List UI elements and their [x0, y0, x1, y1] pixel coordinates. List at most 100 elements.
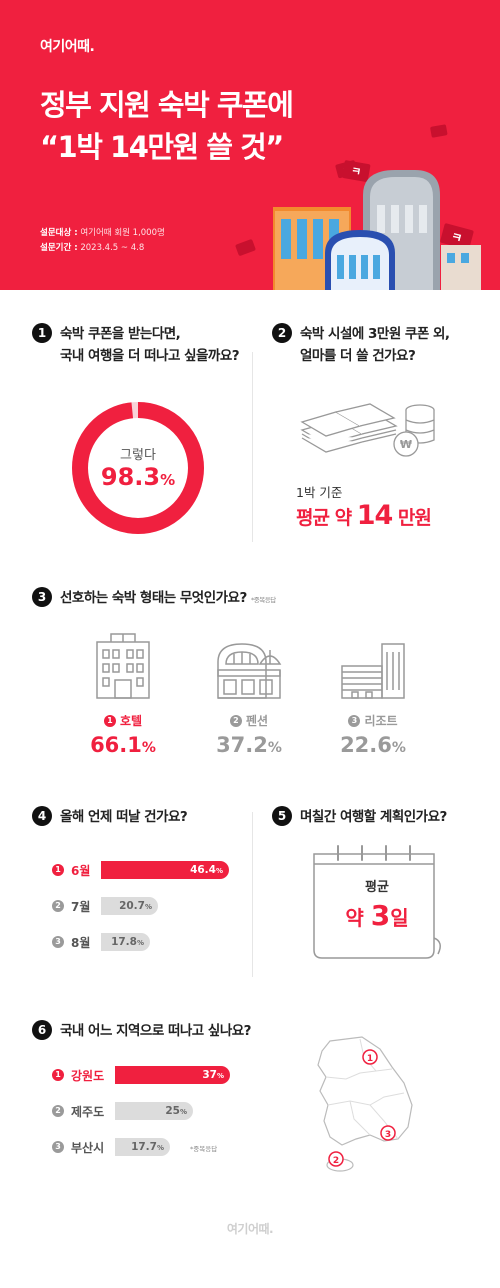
calendar-icon: [313, 845, 441, 959]
hotel-illustration-icon: ㅋ ㅋ ㅋ: [235, 124, 481, 290]
bar-value: 46.4%: [173, 861, 223, 880]
q5-header: 5 며칠간 여행할 계획인가요?: [272, 806, 447, 828]
q3-item-unit: %: [267, 740, 282, 756]
bar-row: 3 8월 17.8%: [52, 932, 229, 952]
rank-badge: 2: [229, 714, 242, 727]
hero-title: 정부 지원 숙박 쿠폰에 “1박 14만원 쓸 것”: [40, 84, 294, 168]
q6-note: *중복응답: [190, 1145, 218, 1153]
q3-item-unit: %: [141, 740, 156, 756]
bar-track: 25%: [115, 1102, 230, 1120]
svg-text:ㅋ: ㅋ: [449, 229, 463, 245]
bar-fill: [115, 1102, 193, 1120]
bar-label: 제주도: [71, 1104, 105, 1119]
bar-fill: [101, 861, 229, 879]
bar-value-number: 46.4: [190, 864, 216, 876]
pension-house-icon: [217, 643, 282, 699]
bar-fill: [115, 1066, 230, 1084]
q3-question: 선호하는 숙박 형태는 무엇인가요? *중복응답: [60, 587, 276, 611]
q1-number: 1: [32, 323, 52, 343]
divider: [252, 352, 253, 542]
q3-item-number: 66.1: [90, 733, 142, 757]
q3-item-resort: 3 리조트 22.6%: [318, 712, 428, 757]
bar-track: 17.8%: [101, 933, 229, 951]
q1-value-unit: %: [160, 471, 176, 489]
q5-unit: 일: [390, 906, 409, 930]
bar-value-unit: %: [144, 903, 152, 911]
q3-item-unit: %: [391, 740, 406, 756]
bar-value-unit: %: [179, 1108, 187, 1116]
q1-donut-chart: [72, 402, 204, 534]
q3-item-name: 리조트: [364, 714, 398, 728]
q2-average: 평균 약 14 만원: [296, 500, 432, 531]
bar-fill: [101, 933, 150, 951]
q1-value-number: 98.3: [100, 463, 161, 491]
bar-value-unit: %: [156, 1144, 164, 1152]
survey-period-label: 설문기간 :: [40, 243, 78, 253]
bar-track: 37%: [115, 1066, 230, 1084]
bar-row: 2 제주도 25%: [52, 1101, 230, 1121]
survey-target-label: 설문대상 :: [40, 228, 78, 238]
bar-value: 20.7%: [102, 897, 152, 916]
q3-note: *중복응답: [251, 596, 276, 604]
rank-badge: 2: [52, 1105, 64, 1117]
q3-item-label: 2 펜션: [194, 712, 304, 729]
bar-value: 17.8%: [94, 933, 144, 952]
svg-text:3: 3: [385, 1130, 391, 1140]
q2-number: 2: [272, 323, 292, 343]
korea-map-icon: 1 3 2: [317, 1036, 413, 1172]
q3-item-label: 1 호텔: [68, 712, 178, 729]
rank-badge: 1: [52, 1069, 64, 1081]
q3-item-label: 3 리조트: [318, 712, 428, 729]
bar-row: 1 6월 46.4%: [52, 860, 229, 880]
q5-question: 며칠간 여행할 계획인가요?: [300, 809, 447, 825]
rank-badge: 2: [52, 900, 64, 912]
q3-item-pension: 2 펜션 37.2%: [194, 712, 304, 757]
svg-text:1: 1: [367, 1054, 373, 1064]
bar-value: 17.7%: [114, 1138, 164, 1157]
hero-banner: 여기어때. 정부 지원 숙박 쿠폰에 “1박 14만원 쓸 것” 설문대상 : …: [0, 0, 500, 290]
brand-logo: 여기어때.: [40, 39, 95, 55]
bar-label: 8월: [71, 935, 91, 950]
q2-question-line2: 얼마를 더 쓸 건가요?: [300, 348, 416, 364]
q4-question: 올해 언제 떠날 건가요?: [60, 809, 188, 825]
bar-value: 37%: [174, 1066, 224, 1085]
q1-donut-fill: [72, 402, 204, 534]
divider: [252, 812, 253, 977]
bar-row: 1 강원도 37%: [52, 1065, 230, 1085]
q2-question: 숙박 시설에 3만원 쿠폰 외, 얼마를 더 쓸 건가요?: [300, 323, 450, 367]
q3-header: 3 선호하는 숙박 형태는 무엇인가요? *중복응답: [32, 587, 276, 611]
q3-item-name: 호텔: [119, 714, 143, 728]
q1-header: 1 숙박 쿠폰을 받는다면, 국내 여행을 더 떠나고 싶을까요?: [32, 323, 240, 367]
bar-label: 부산시: [71, 1140, 105, 1155]
q3-question-text: 선호하는 숙박 형태는 무엇인가요?: [60, 590, 247, 606]
bar-track: 17.7%: [115, 1138, 230, 1156]
map-marker-3: 3: [380, 1125, 396, 1141]
q2-average-unit: 만원: [397, 507, 432, 529]
q5-answer: 평균 약 3일: [312, 876, 442, 932]
q1-donut-label: 그렇다 98.3%: [68, 444, 208, 491]
q3-item-hotel: 1 호텔 66.1%: [68, 712, 178, 757]
bar-label: 강원도: [71, 1068, 105, 1083]
q5-prefix: 약: [345, 906, 364, 930]
survey-info: 설문대상 : 여기어때 회원 1,000명 설문기간 : 2023.4.5 ~ …: [40, 226, 165, 256]
bar-track: 20.7%: [101, 897, 229, 915]
hero-title-line1: 정부 지원 숙박 쿠폰에: [40, 88, 294, 122]
survey-target: 여기어때 회원 1,000명: [80, 228, 165, 238]
resort-building-icon: [341, 643, 405, 699]
q3-item-value: 66.1%: [68, 733, 178, 757]
q2-average-value: 14: [356, 500, 394, 531]
rank-badge: 3: [52, 936, 64, 948]
bar-row: 2 7월 20.7%: [52, 896, 229, 916]
q2-question-line1: 숙박 시설에 3만원 쿠폰 외,: [300, 326, 450, 342]
bar-value-number: 17.8: [111, 936, 137, 948]
map-marker-2: 2: [328, 1151, 344, 1167]
svg-text:2: 2: [333, 1156, 339, 1166]
money-stack-icon: ₩: [300, 403, 435, 457]
q3-item-value: 37.2%: [194, 733, 304, 757]
bar-value: 25%: [137, 1102, 187, 1121]
bar-label: 6월: [71, 863, 91, 878]
map-marker-1: 1: [362, 1049, 378, 1065]
q1-answer: 그렇다: [120, 448, 156, 463]
q2-header: 2 숙박 시설에 3만원 쿠폰 외, 얼마를 더 쓸 건가요?: [272, 323, 450, 367]
